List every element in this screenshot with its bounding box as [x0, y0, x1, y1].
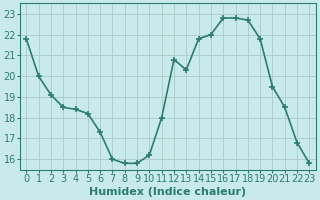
X-axis label: Humidex (Indice chaleur): Humidex (Indice chaleur)	[89, 187, 246, 197]
